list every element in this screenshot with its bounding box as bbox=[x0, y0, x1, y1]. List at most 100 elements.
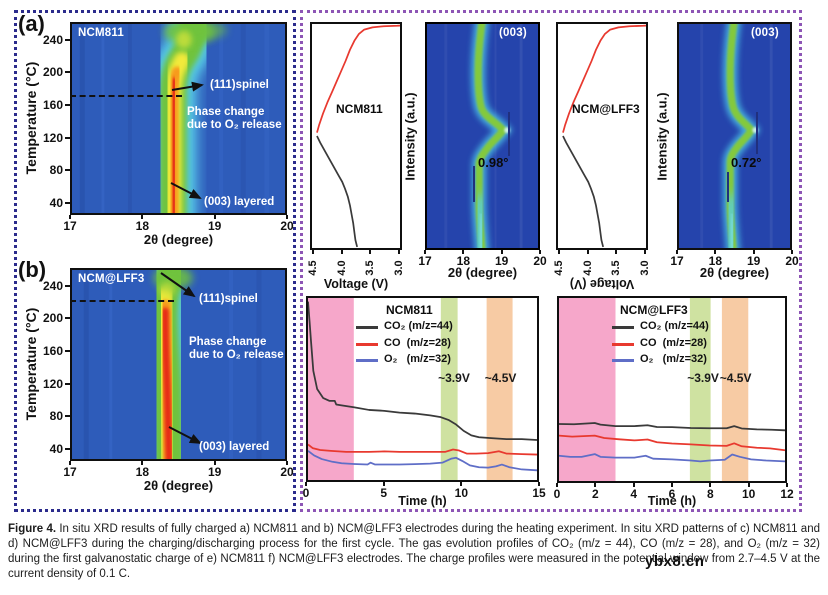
panel-d-xrd-map bbox=[677, 22, 792, 250]
x-tick-label: 4.5 bbox=[306, 260, 319, 276]
x-tick-mark bbox=[500, 250, 503, 254]
figure-caption: Figure 4. In situ XRD results of fully c… bbox=[8, 522, 820, 582]
layered-annotation-a: (003) layered bbox=[204, 196, 275, 208]
x-tick-label: 3.5 bbox=[364, 260, 377, 276]
sample-label-b: NCM@LFF3 bbox=[78, 273, 145, 285]
y-tick-label: 200 bbox=[42, 311, 63, 326]
peak-shift-value-d: 0.72° bbox=[731, 155, 762, 170]
x-tick-label: 17 bbox=[418, 254, 432, 268]
x-tick-mark bbox=[747, 483, 750, 487]
x-tick-label: 6 bbox=[668, 487, 676, 501]
phase-change-line2-b: due to O₂ release bbox=[189, 349, 284, 361]
legend-label-2: O₂ (m/z=32) bbox=[640, 353, 707, 365]
x-tick-mark bbox=[709, 483, 712, 487]
map-x-axis-label-c: 2θ (degree) bbox=[447, 265, 518, 280]
y-tick-label: 240 bbox=[42, 32, 63, 47]
y-tick-label: 40 bbox=[49, 195, 63, 210]
voltage-window-band bbox=[721, 298, 749, 481]
f-curves bbox=[559, 298, 785, 481]
x-tick-mark bbox=[213, 461, 216, 465]
x-tick-label: 17 bbox=[63, 465, 77, 479]
x-tick-mark bbox=[538, 482, 540, 486]
panel-b-letter: (b) bbox=[18, 257, 47, 282]
x-tick-mark bbox=[369, 250, 372, 254]
band-voltage-label: ~3.9V bbox=[438, 371, 470, 385]
sample-label-c: NCM811 bbox=[336, 102, 383, 116]
x-tick-label: 20 bbox=[785, 254, 799, 268]
y-tick-mark bbox=[65, 104, 70, 107]
x-tick-label: 10 bbox=[454, 486, 468, 500]
gas-title-f: NCM@LFF3 bbox=[620, 303, 688, 317]
voltage-window-band bbox=[559, 298, 616, 481]
x-tick-mark bbox=[69, 215, 71, 219]
band-voltage-label: ~4.5V bbox=[484, 371, 517, 385]
x-tick-mark bbox=[141, 215, 144, 219]
x-tick-label: 4 bbox=[630, 487, 637, 501]
voltage-axis-label-c: Voltage (V) bbox=[323, 277, 389, 291]
x-tick-mark bbox=[539, 250, 541, 254]
xrd-contour-d bbox=[679, 24, 790, 248]
legend-line-2 bbox=[612, 359, 634, 362]
x-tick-label: 15 bbox=[532, 486, 546, 500]
band-voltage-label: ~3.9V bbox=[687, 371, 719, 385]
x-tick-label: 19 bbox=[494, 254, 509, 268]
x-tick-mark bbox=[594, 483, 597, 487]
intensity-axis-label-c: Intensity (a.u.) bbox=[402, 92, 418, 181]
x-tick-label: 0 bbox=[553, 487, 561, 501]
y-tick-mark bbox=[65, 350, 70, 353]
x-tick-label: 10 bbox=[741, 487, 756, 501]
legend-line-1 bbox=[612, 342, 634, 346]
series-curve bbox=[308, 301, 537, 441]
series-curve bbox=[559, 422, 785, 432]
x-tick-mark bbox=[213, 215, 216, 219]
x-tick-mark bbox=[714, 250, 717, 254]
x-tick-mark bbox=[462, 250, 465, 254]
x-tick-label: 19 bbox=[207, 219, 222, 233]
x-tick-label: 3.5 bbox=[610, 260, 623, 276]
x-axis-label-a: 2θ (degree) bbox=[143, 232, 214, 247]
x-tick-label: 4.0 bbox=[581, 260, 594, 276]
band-voltage-label: ~4.5V bbox=[719, 371, 752, 385]
x-tick-mark bbox=[644, 250, 647, 254]
y-tick-mark bbox=[65, 71, 70, 74]
e-curves bbox=[308, 298, 537, 480]
panel-c-voltage-plot bbox=[310, 22, 402, 250]
x-tick-mark bbox=[671, 483, 673, 487]
legend-line-0 bbox=[356, 326, 378, 329]
legend-label-2: O₂ (m/z=32) bbox=[384, 353, 451, 365]
voltage-window-band bbox=[689, 298, 711, 481]
x-tick-label: 20 bbox=[280, 465, 294, 479]
x-tick-label: 0 bbox=[302, 486, 310, 500]
x-tick-label: 12 bbox=[780, 487, 794, 501]
panel-d-voltage-plot bbox=[556, 22, 648, 250]
x-tick-mark bbox=[141, 461, 144, 465]
x-tick-label: 20 bbox=[280, 219, 294, 233]
x-tick-label: 18 bbox=[135, 465, 149, 479]
panel-e-gas-plot bbox=[306, 296, 539, 482]
y-tick-label: 40 bbox=[49, 441, 63, 456]
series-curve bbox=[308, 450, 537, 472]
x-tick-label: 18 bbox=[708, 254, 722, 268]
y-tick-label: 120 bbox=[42, 376, 63, 391]
spinel-arrow-a bbox=[171, 81, 204, 92]
phase-transition-dashed-line-b bbox=[70, 300, 174, 302]
layered-arrow-a bbox=[170, 182, 202, 199]
x-tick-mark bbox=[556, 483, 558, 487]
x-axis-label-b: 2θ (degree) bbox=[143, 478, 214, 493]
panel-f-gas-plot bbox=[557, 296, 787, 483]
shift-marker-lower-d bbox=[727, 172, 729, 202]
caption-text: In situ XRD results of fully charged a) … bbox=[8, 523, 820, 580]
voltage-axis-label-d: Voltage (V) bbox=[569, 277, 635, 291]
y-tick-label: 80 bbox=[49, 163, 63, 178]
x-tick-mark bbox=[340, 250, 343, 254]
shift-marker-lower-c bbox=[473, 166, 475, 202]
y-tick-mark bbox=[65, 382, 70, 385]
spinel-annotation-a: (111)spinel bbox=[210, 79, 269, 91]
x-tick-mark bbox=[305, 482, 307, 486]
x-tick-label: 4.0 bbox=[335, 260, 348, 276]
shift-marker-upper-c bbox=[508, 112, 510, 156]
cycling-frame bbox=[300, 10, 802, 512]
x-tick-mark bbox=[286, 461, 288, 465]
y-tick-label: 80 bbox=[49, 409, 63, 424]
